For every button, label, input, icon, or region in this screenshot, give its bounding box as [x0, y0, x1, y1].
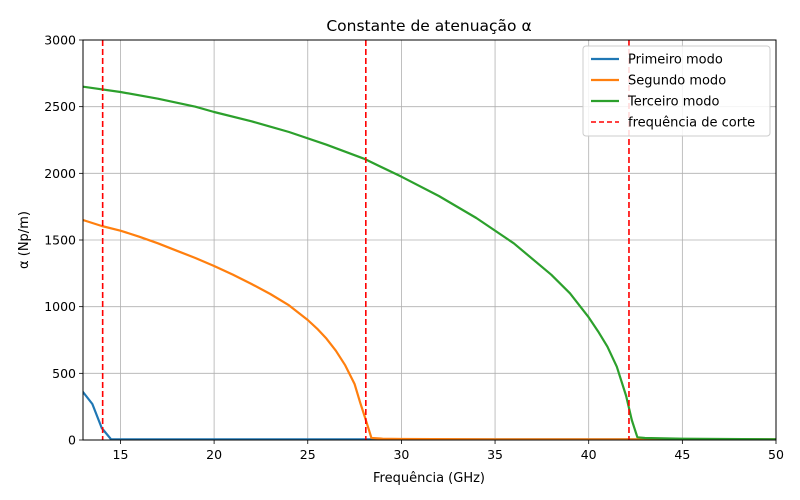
series-line-3: [83, 85, 776, 440]
x-tick-label: 45: [674, 447, 690, 462]
legend-box: [582, 45, 771, 137]
y-tick-label: 0: [68, 433, 76, 448]
y-tick-label: 2000: [44, 166, 76, 181]
y-tick-label: 500: [52, 366, 76, 381]
x-tick-label: 15: [113, 447, 129, 462]
series-line-2: [83, 218, 776, 440]
legend-label: Terceiro modo: [627, 95, 720, 110]
x-tick-label: 35: [487, 447, 503, 462]
legend-label: Primeiro modo: [628, 53, 723, 68]
x-tick-label: 40: [581, 447, 597, 462]
y-tick-label: 3000: [44, 33, 76, 48]
legend-label: frequência de corte: [628, 116, 755, 131]
y-axis-label: α (Np/m): [17, 211, 32, 269]
x-axis-label: Frequência (GHz): [373, 471, 485, 486]
x-axis-ticks: 15 20 25 30 35 40 45 50: [113, 440, 784, 462]
y-tick-label: 2500: [44, 99, 76, 114]
x-tick-label: 30: [393, 447, 409, 462]
x-tick-label: 20: [206, 447, 222, 462]
x-tick-label: 25: [300, 447, 316, 462]
y-tick-label: 1500: [44, 233, 76, 248]
x-tick-label: 50: [768, 447, 784, 462]
chart-title: Constante de atenuação α: [326, 17, 531, 35]
legend-label: Segundo modo: [628, 74, 726, 89]
y-axis-ticks: 0 500 1000 1500 2000 2500 3000: [44, 33, 83, 448]
legend: Primeiro modo Segundo modo Terceiro modo fr…: [582, 45, 771, 137]
y-tick-label: 1000: [44, 299, 76, 314]
